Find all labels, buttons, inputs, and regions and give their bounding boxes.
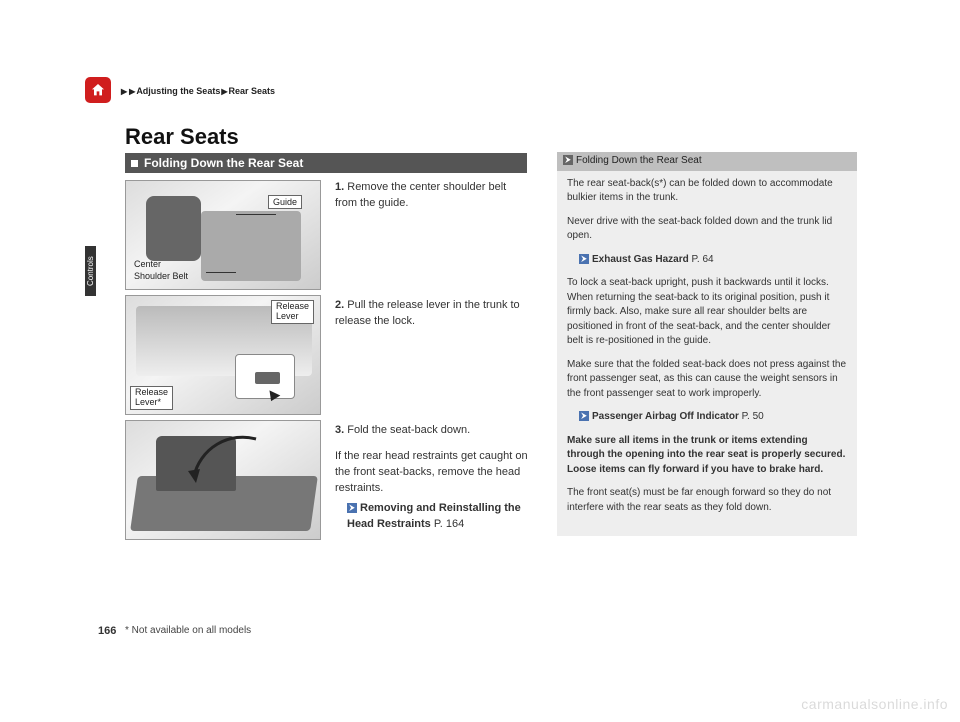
aside-p4: When returning the seat-back to its orig… — [567, 291, 847, 349]
reference-head-restraints-page: P. 164 — [434, 518, 464, 530]
reference-exhaust-gas-page: P. 64 — [692, 254, 714, 265]
info-icon: ⮞ — [563, 155, 573, 165]
page-title: Rear Seats — [125, 124, 239, 150]
figure-caption-center: Center — [134, 259, 161, 269]
step-3-extra: If the rear head restraints get caught o… — [335, 449, 530, 497]
house-icon — [90, 82, 106, 98]
triangle-icon: ▶ — [129, 87, 135, 96]
figure-label-release-lever-star-2: Lever* — [135, 397, 161, 407]
section-subheading: Folding Down the Rear Seat — [125, 153, 527, 173]
figure-caption-shoulder-belt: Shoulder Belt — [134, 271, 188, 281]
watermark: carmanualsonline.info — [801, 696, 948, 712]
figure-release-lever: Release Lever Release Lever* — [125, 295, 321, 415]
reference-icon: ⮞ — [579, 411, 589, 421]
step-1: 1. Remove the center shoulder belt from … — [335, 180, 530, 212]
page-number: 166 — [98, 625, 116, 637]
info-sidebar-title: Folding Down the Rear Seat — [576, 155, 702, 166]
side-tab-controls: Controls — [85, 246, 96, 296]
aside-p6: Make sure all items in the trunk or item… — [567, 434, 847, 478]
figure-fold-seatback — [125, 420, 321, 540]
step-2-text: Pull the release lever in the trunk to r… — [335, 299, 520, 327]
triangle-icon: ▶ — [221, 87, 227, 96]
figure-label-release-lever-1: Release — [276, 301, 309, 311]
step-2: 2. Pull the release lever in the trunk t… — [335, 298, 530, 330]
step-3-number: 3. — [335, 424, 344, 436]
side-tab-label: Controls — [86, 256, 95, 286]
fold-arrow-icon — [186, 431, 266, 491]
step-1-number: 1. — [335, 181, 344, 193]
info-sidebar-header: ⮞Folding Down the Rear Seat — [557, 152, 857, 171]
footnote: * Not available on all models — [125, 625, 251, 636]
aside-p5: Make sure that the folded seat-back does… — [567, 358, 847, 402]
info-sidebar: ⮞Folding Down the Rear Seat The rear sea… — [557, 152, 857, 536]
reference-airbag-indicator[interactable]: Passenger Airbag Off Indicator — [592, 411, 739, 422]
reference-icon: ⮞ — [579, 254, 589, 264]
step-3: 3. Fold the seat-back down. If the rear … — [335, 423, 530, 533]
reference-icon: ⮞ — [347, 503, 357, 513]
section-subheading-text: Folding Down the Rear Seat — [144, 156, 303, 170]
breadcrumb: ▶▶Adjusting the Seats▶Rear Seats — [120, 86, 275, 96]
figure-remove-belt: Guide Center Shoulder Belt — [125, 180, 321, 290]
figure-label-guide: Guide — [268, 195, 302, 209]
breadcrumb-level1: Adjusting the Seats — [136, 86, 220, 96]
aside-p3: To lock a seat-back upright, push it bac… — [567, 276, 847, 291]
step-3-text: Fold the seat-back down. — [347, 424, 470, 436]
reference-airbag-indicator-page: P. 50 — [742, 411, 764, 422]
aside-p2: Never drive with the seat-back folded do… — [567, 215, 847, 244]
breadcrumb-level2: Rear Seats — [228, 86, 275, 96]
aside-p7: The front seat(s) must be far enough for… — [567, 486, 847, 515]
aside-p1: The rear seat-back(s*) can be folded dow… — [567, 177, 847, 206]
triangle-icon: ▶ — [121, 87, 127, 96]
reference-exhaust-gas[interactable]: Exhaust Gas Hazard — [592, 254, 689, 265]
home-icon[interactable] — [85, 77, 111, 103]
step-1-text: Remove the center shoulder belt from the… — [335, 181, 506, 209]
square-bullet-icon — [131, 160, 138, 167]
step-2-number: 2. — [335, 299, 344, 311]
figure-label-release-lever-2: Lever — [276, 311, 299, 321]
figure-label-release-lever-star-1: Release — [135, 387, 168, 397]
